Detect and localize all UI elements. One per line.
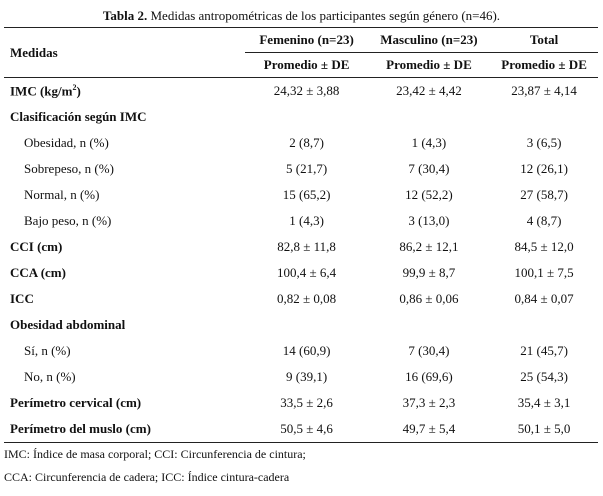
cell-total — [490, 104, 598, 130]
table-row: Perímetro cervical (cm) 33,5 ± 2,6 37,3 … — [4, 390, 598, 416]
cell-female — [245, 312, 367, 338]
table-row: Obesidad, n (%) 2 (8,7) 1 (4,3) 3 (6,5) — [4, 130, 598, 156]
cell-total: 21 (45,7) — [520, 343, 568, 358]
cell-female: 14 (60,9) — [282, 343, 331, 358]
cell-female: 15 (65,2) — [282, 187, 331, 202]
cell-total: 12 (26,1) — [520, 161, 568, 176]
footnote: IMC: Índice de masa corporal; CCI: Circu… — [4, 447, 306, 461]
cell-male: 7 (30,4) — [408, 161, 450, 176]
cell-female: 82,8 ± 11,8 — [277, 239, 336, 254]
row-label: CCA (cm) — [10, 265, 66, 280]
cell-female: 24,32 ± 3,88 — [273, 83, 340, 98]
row-label: Normal, n (%) — [24, 187, 100, 202]
cell-male: 16 (69,6) — [405, 369, 453, 384]
table-caption-label: Tabla 2. — [102, 8, 148, 23]
table-row: No, n (%) 9 (39,1) 16 (69,6) 25 (54,3) — [4, 364, 598, 390]
row-label: Perímetro del muslo (cm) — [4, 416, 246, 443]
table-row: Perímetro del muslo (cm) 50,5 ± 4,6 49,7… — [4, 416, 598, 443]
table-row: ICC 0,82 ± 0,08 0,86 ± 0,06 0,84 ± 0,07 — [4, 286, 598, 312]
cell-male: 0,86 ± 0,06 — [399, 291, 459, 306]
header-total: Total — [490, 27, 598, 53]
footnote: CCA: Circunferencia de cadera; ICC: Índi… — [4, 470, 290, 484]
cell-male: 7 (30,4) — [408, 343, 450, 358]
table-row: Sí, n (%) 14 (60,9) 7 (30,4) 21 (45,7) — [4, 338, 598, 364]
cell-male — [368, 312, 490, 338]
table-row: CCI (cm) 82,8 ± 11,8 86,2 ± 12,1 84,5 ± … — [4, 234, 598, 260]
cell-male: 12 (52,2) — [405, 187, 453, 202]
row-label: Obesidad abdominal — [10, 317, 126, 332]
row-label: IMC (kg/m2) — [10, 82, 81, 99]
cell-female: 9 (39,1) — [286, 369, 328, 384]
header-male: Masculino (n=23) — [367, 27, 491, 53]
cell-total: 25 (54,3) — [520, 369, 568, 384]
table-row: Obesidad abdominal — [4, 312, 598, 338]
cell-male: 1 (4,3) — [411, 135, 447, 150]
subheader-total: Promedio ± DE — [490, 52, 598, 78]
cell-female: 50,5 ± 4,6 — [245, 416, 368, 443]
cell-female: 100,4 ± 6,4 — [277, 265, 337, 280]
cell-male: 99,9 ± 8,7 — [402, 265, 456, 280]
cell-total: 0,84 ± 0,07 — [514, 291, 574, 306]
cell-male: 49,7 ± 5,4 — [367, 416, 491, 443]
cell-male: 3 (13,0) — [408, 213, 450, 228]
cell-total: 100,1 ± 7,5 — [514, 265, 574, 280]
cell-female: 1 (4,3) — [289, 213, 324, 228]
anthropometric-table: Medidas Femenino (n=23) Masculino (n=23)… — [4, 27, 598, 443]
subheader-female: Promedio ± DE — [245, 52, 368, 78]
table-row: Normal, n (%) 15 (65,2) 12 (52,2) 27 (58… — [4, 182, 598, 208]
cell-total: 4 (8,7) — [526, 213, 562, 228]
table-caption: Tabla 2. Medidas antropométricas de los … — [0, 8, 603, 24]
row-label: No, n (%) — [24, 369, 76, 384]
header-female: Femenino (n=23) — [245, 27, 368, 53]
row-label: Obesidad, n (%) — [24, 135, 109, 150]
cell-male: 37,3 ± 2,3 — [402, 395, 456, 410]
table-row: IMC (kg/m2) 24,32 ± 3,88 23,42 ± 4,42 23… — [4, 78, 598, 105]
cell-female: 33,5 ± 2,6 — [280, 395, 333, 410]
cell-female: 5 (21,7) — [286, 161, 328, 176]
cell-female: 0,82 ± 0,08 — [277, 291, 337, 306]
row-label: CCI (cm) — [10, 239, 63, 254]
cell-total: 3 (6,5) — [526, 135, 562, 150]
table-row: Sobrepeso, n (%) 5 (21,7) 7 (30,4) 12 (2… — [4, 156, 598, 182]
table-row: CCA (cm) 100,4 ± 6,4 99,9 ± 8,7 100,1 ± … — [4, 260, 598, 286]
cell-male: 23,42 ± 4,42 — [396, 83, 462, 98]
cell-total: 35,4 ± 3,1 — [517, 395, 571, 410]
subheader-male: Promedio ± DE — [367, 52, 491, 78]
row-label: Perímetro cervical (cm) — [10, 395, 142, 410]
row-label: Sobrepeso, n (%) — [24, 161, 114, 176]
row-label: ICC — [10, 291, 34, 306]
cell-total — [490, 312, 598, 338]
header-measures: Medidas — [4, 27, 246, 78]
table-caption-text: Medidas antropométricas de los participa… — [147, 8, 501, 23]
row-label: Bajo peso, n (%) — [24, 213, 112, 228]
row-label: Clasificación según IMC — [10, 109, 147, 124]
cell-female: 2 (8,7) — [289, 135, 324, 150]
cell-total: 23,87 ± 4,14 — [511, 83, 577, 98]
cell-total: 27 (58,7) — [520, 187, 568, 202]
table-row: Bajo peso, n (%) 1 (4,3) 3 (13,0) 4 (8,7… — [4, 208, 598, 234]
cell-female — [245, 104, 367, 130]
row-label: Sí, n (%) — [24, 343, 71, 358]
cell-total: 84,5 ± 12,0 — [514, 239, 574, 254]
table-row: Clasificación según IMC — [4, 104, 598, 130]
cell-male: 86,2 ± 12,1 — [399, 239, 459, 254]
cell-total: 50,1 ± 5,0 — [490, 416, 598, 443]
cell-male — [368, 104, 490, 130]
